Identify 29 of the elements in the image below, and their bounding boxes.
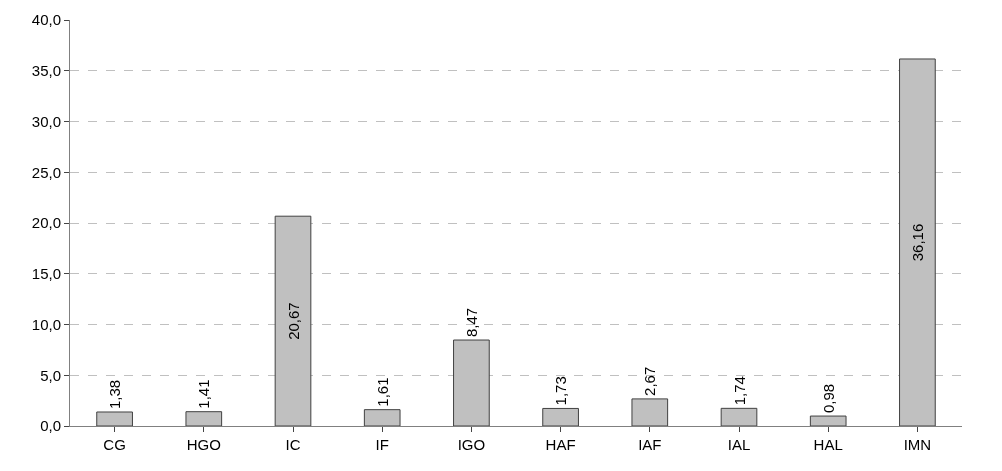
x-tick-label: IGO [457, 436, 486, 453]
data-label: 20,67 [284, 302, 302, 340]
data-label: 8,47 [462, 307, 480, 338]
y-tick-label: 20,0 [31, 214, 61, 232]
data-label: 0,98 [819, 383, 837, 414]
y-tick-label: 5,0 [40, 366, 61, 384]
x-tick-label: HAF [545, 436, 576, 453]
y-tick-label: 40,0 [31, 11, 61, 29]
x-tick-label: IAF [638, 436, 662, 453]
x-tick-label: HGO [186, 436, 221, 453]
data-label: 1,41 [195, 379, 213, 409]
x-tick-label: IF [375, 436, 389, 453]
data-label: 36,16 [908, 223, 926, 262]
data-label: 1,73 [552, 376, 570, 406]
x-tick-label: CG [103, 436, 126, 453]
y-tick-label: 35,0 [31, 62, 61, 79]
x-tick-label: IAL [727, 436, 751, 453]
y-tick-label: 30,0 [31, 112, 61, 130]
data-label: 1,61 [373, 377, 391, 407]
y-tick-label: 15,0 [31, 265, 61, 282]
x-tick-label: IC [285, 436, 301, 453]
data-label: 1,74 [730, 376, 748, 406]
y-tick-label: 0,0 [40, 417, 61, 435]
y-tick-label: 25,0 [31, 163, 61, 181]
x-tick-label: HAL [813, 436, 843, 453]
data-label: 2,67 [641, 366, 659, 396]
x-tick-label: IMN [903, 436, 932, 453]
y-tick-label: 10,0 [31, 315, 61, 333]
data-label: 1,38 [106, 379, 124, 409]
